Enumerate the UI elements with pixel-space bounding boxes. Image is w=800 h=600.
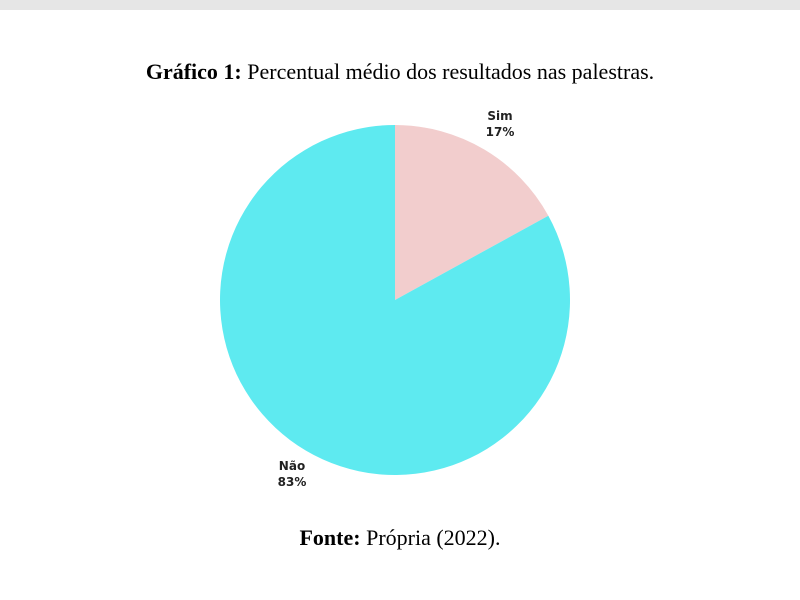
pie-slice-nao <box>220 125 571 475</box>
chart-source-text: Própria (2022). <box>360 525 501 550</box>
pie-slice-sim <box>395 125 549 300</box>
chart-title-text: Percentual médio dos resultados nas pale… <box>241 59 655 84</box>
chart-source-prefix: Fonte: <box>299 525 361 550</box>
chart-title-prefix: Gráfico 1: <box>145 59 242 84</box>
top-bar <box>0 0 800 10</box>
slice-label-sim: Sim <box>487 109 512 123</box>
slice-percent-nao: 83% <box>278 475 307 489</box>
slice-percent-sim: 17% <box>486 125 515 139</box>
chart-source: Fonte: Própria (2022). <box>0 525 800 551</box>
slice-label-nao: Não <box>279 459 305 473</box>
chart-title: Gráfico 1: Percentual médio dos resultad… <box>0 59 800 85</box>
